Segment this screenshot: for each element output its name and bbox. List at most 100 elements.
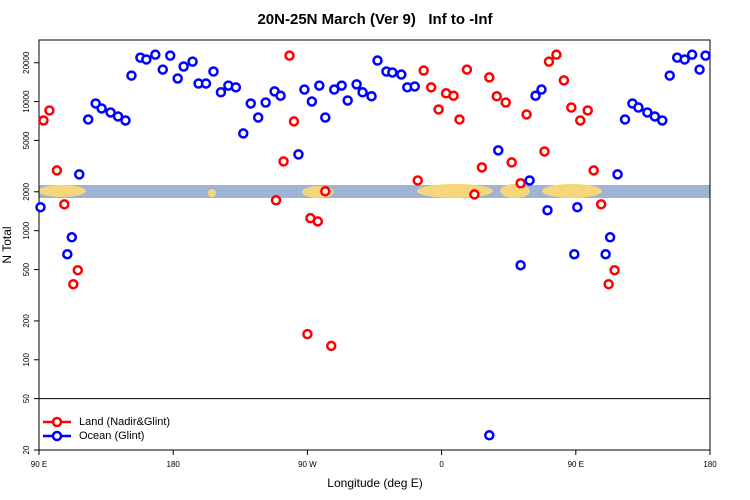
- x-tick-label: 180: [703, 460, 717, 469]
- point: [68, 278, 79, 290]
- y-tick-label: 1000: [22, 221, 31, 239]
- point: [302, 328, 313, 340]
- point: [679, 54, 690, 65]
- point: [51, 165, 63, 176]
- point: [539, 146, 550, 157]
- point: [387, 67, 398, 78]
- y-tick-label: 20000: [22, 51, 31, 74]
- point: [664, 70, 675, 81]
- point: [312, 216, 324, 227]
- point: [433, 104, 444, 115]
- point: [172, 73, 183, 84]
- plot-frame: [38, 39, 711, 451]
- x-tick-label: 90 E: [568, 460, 584, 469]
- point: [245, 98, 256, 109]
- point: [270, 195, 282, 206]
- x-tick-label: 90 E: [31, 460, 47, 469]
- point: [582, 105, 593, 116]
- y-tick-label: 500: [22, 262, 31, 276]
- point: [120, 115, 131, 126]
- point: [299, 84, 310, 95]
- point: [476, 162, 488, 173]
- point: [59, 199, 70, 210]
- point: [150, 49, 161, 60]
- point: [112, 111, 124, 122]
- point: [603, 278, 614, 290]
- point: [215, 87, 227, 98]
- point: [412, 175, 423, 186]
- point: [44, 105, 55, 116]
- point: [448, 90, 459, 101]
- point: [609, 264, 620, 276]
- point: [524, 175, 535, 186]
- point: [238, 128, 249, 139]
- point: [506, 157, 517, 168]
- point: [619, 114, 631, 125]
- point: [351, 79, 362, 90]
- land-patch: [417, 184, 493, 198]
- point: [200, 78, 212, 89]
- point: [187, 56, 198, 67]
- point: [536, 84, 547, 95]
- point: [141, 54, 152, 65]
- y-tick-label: 50: [22, 394, 31, 403]
- point: [418, 65, 429, 76]
- land-patch: [500, 184, 530, 198]
- point: [320, 186, 331, 197]
- chart-title: 20N-25N March (Ver 9) Inf to -Inf: [257, 11, 493, 28]
- x-tick-label: 180: [167, 460, 181, 469]
- point: [278, 156, 289, 167]
- point: [633, 102, 644, 113]
- point: [314, 80, 325, 91]
- x-tick-label: 90 W: [298, 460, 317, 469]
- point: [649, 111, 661, 122]
- land-patch: [542, 184, 602, 198]
- point: [275, 90, 286, 101]
- point: [566, 102, 577, 113]
- point: [484, 72, 495, 83]
- point: [454, 114, 465, 125]
- point: [572, 201, 583, 213]
- point: [686, 49, 698, 60]
- point: [642, 107, 653, 118]
- point: [105, 107, 116, 118]
- point: [336, 80, 347, 91]
- point: [461, 64, 473, 75]
- point: [700, 50, 711, 61]
- point: [469, 189, 480, 200]
- point: [491, 90, 503, 102]
- point: [612, 169, 623, 180]
- point: [542, 204, 553, 216]
- point: [126, 70, 137, 81]
- point: [515, 259, 526, 271]
- point: [600, 248, 611, 260]
- point: [230, 82, 242, 93]
- point: [366, 90, 377, 102]
- y-tick-label: 100: [22, 353, 31, 367]
- point: [260, 97, 271, 108]
- point: [372, 55, 383, 66]
- point: [96, 103, 107, 114]
- point: [208, 66, 219, 77]
- point: [530, 90, 541, 101]
- point: [500, 97, 511, 108]
- y-tick-label: 5000: [22, 131, 31, 149]
- point: [35, 201, 46, 213]
- point: [38, 115, 49, 126]
- point: [74, 169, 85, 180]
- point: [164, 50, 176, 61]
- land-patch: [208, 189, 216, 197]
- point: [657, 115, 668, 126]
- point: [558, 75, 570, 86]
- point: [521, 109, 532, 120]
- point: [157, 64, 169, 75]
- point: [588, 165, 599, 176]
- point: [515, 178, 526, 189]
- point: [493, 145, 504, 156]
- legend: Land (Nadir&Glint) Ocean (Glint): [43, 416, 170, 442]
- point: [575, 115, 586, 126]
- point: [595, 199, 607, 210]
- point: [320, 112, 331, 123]
- point: [396, 69, 407, 80]
- point: [252, 112, 264, 123]
